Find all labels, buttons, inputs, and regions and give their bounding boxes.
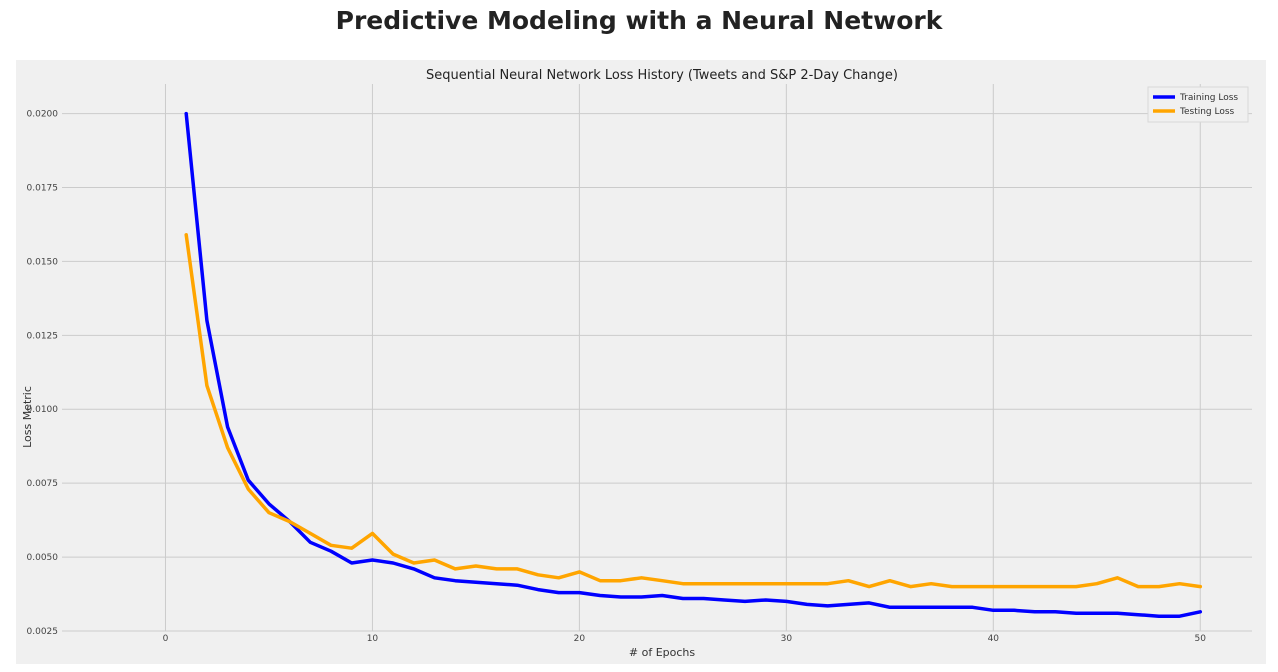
x-tick-label: 40 [988, 634, 1000, 644]
x-tick-label: 30 [781, 634, 793, 644]
loss-history-chart: Sequential Neural Network Loss History (… [16, 60, 1266, 664]
y-tick-label: 0.0100 [27, 405, 59, 415]
y-tick-label: 0.0050 [27, 553, 59, 563]
tick-labels: 0 10 20 30 40 50 0.0025 0.0050 0.0075 0.0100 0.012… [27, 110, 1207, 644]
grid-lines [62, 84, 1252, 632]
figure-background [16, 60, 1266, 664]
y-tick-label: 0.0125 [27, 331, 59, 341]
y-axis-label: Loss Metric [21, 386, 34, 448]
chart-figure: Sequential Neural Network Loss History (… [16, 60, 1266, 664]
x-tick-label: 50 [1195, 634, 1207, 644]
y-tick-label: 0.0075 [27, 479, 59, 489]
x-axis-label: # of Epochs [629, 646, 695, 659]
chart-title: Sequential Neural Network Loss History (… [426, 68, 898, 83]
legend: Training Loss Testing Loss [1147, 86, 1249, 123]
x-tick-label: 0 [163, 634, 169, 644]
data-series [184, 111, 1203, 618]
y-tick-label: 0.0150 [27, 257, 59, 267]
training-loss-line [184, 111, 1203, 618]
testing-loss-line [184, 233, 1203, 589]
legend-label: Training Loss [1179, 93, 1238, 103]
legend-label: Testing Loss [1179, 107, 1235, 117]
page-title: Predictive Modeling with a Neural Networ… [335, 6, 943, 35]
y-tick-label: 0.0025 [27, 627, 59, 637]
y-tick-label: 0.0175 [27, 183, 59, 193]
x-tick-label: 10 [367, 634, 379, 644]
x-tick-label: 20 [574, 634, 586, 644]
y-tick-label: 0.0200 [27, 110, 59, 120]
legend-box [1147, 86, 1249, 123]
